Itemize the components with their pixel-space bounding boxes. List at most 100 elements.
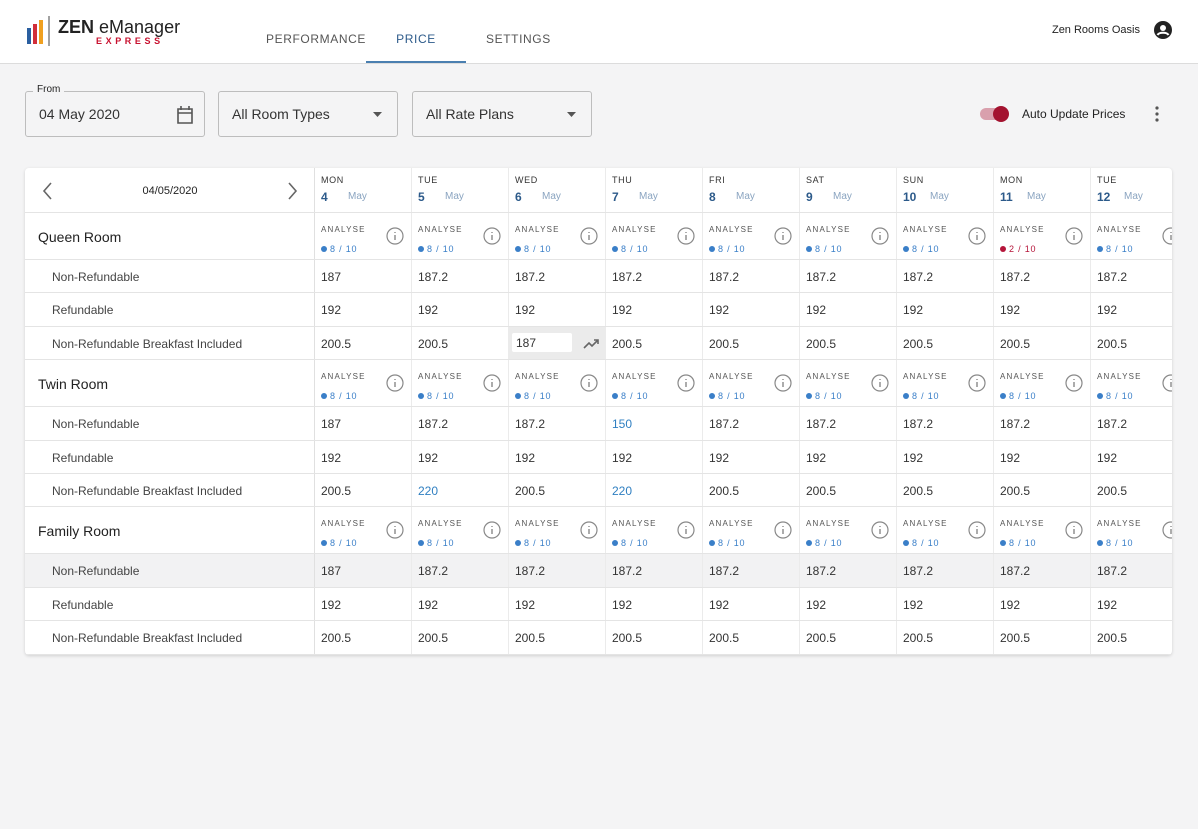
info-icon[interactable]: [677, 227, 695, 245]
price-cell[interactable]: 187.2: [412, 260, 509, 293]
price-cell[interactable]: 200.5: [315, 326, 412, 360]
info-icon[interactable]: [1065, 521, 1083, 539]
price-cell[interactable]: 192: [703, 587, 800, 621]
analyse-cell[interactable]: ANALYSE 8 / 10: [606, 360, 703, 407]
info-icon[interactable]: [968, 521, 986, 539]
price-cell[interactable]: 192: [994, 293, 1091, 326]
info-icon[interactable]: [774, 227, 792, 245]
price-cell[interactable]: 187.2: [800, 407, 897, 440]
price-cell[interactable]: 200.5: [994, 473, 1091, 507]
price-cell[interactable]: 192: [1091, 293, 1172, 325]
trend-icon[interactable]: [583, 338, 601, 350]
toggle[interactable]: [978, 104, 1012, 124]
info-icon[interactable]: [483, 374, 501, 392]
price-cell[interactable]: 150: [606, 407, 703, 440]
next-arrow[interactable]: [286, 182, 298, 200]
info-icon[interactable]: [580, 227, 598, 245]
price-cell[interactable]: 200.5: [703, 326, 800, 360]
price-cell[interactable]: 187.2: [606, 554, 703, 587]
price-cell[interactable]: 200.5: [315, 473, 412, 507]
price-cell[interactable]: 192: [1091, 588, 1172, 620]
analyse-cell[interactable]: ANALYSE 8 / 10: [800, 507, 897, 554]
analyse-cell[interactable]: ANALYSE 8 / 10: [897, 507, 994, 554]
info-icon[interactable]: [871, 227, 889, 245]
price-cell[interactable]: 200.5: [800, 621, 897, 654]
price-cell[interactable]: 187.2: [994, 407, 1091, 440]
price-cell[interactable]: 192: [703, 293, 800, 326]
price-cell[interactable]: 192: [994, 587, 1091, 621]
price-cell[interactable]: 187.2: [800, 260, 897, 293]
price-cell[interactable]: 192: [412, 440, 509, 473]
analyse-cell[interactable]: ANALYSE 8 / 10: [994, 360, 1091, 407]
price-cell[interactable]: 187.2: [897, 407, 994, 440]
info-icon[interactable]: [968, 227, 986, 245]
info-icon[interactable]: [774, 374, 792, 392]
price-cell[interactable]: 192: [1091, 441, 1172, 473]
price-cell[interactable]: 187.2: [994, 554, 1091, 587]
analyse-cell[interactable]: ANALYSE 8 / 10: [509, 507, 606, 554]
info-icon[interactable]: [774, 521, 792, 539]
more-menu[interactable]: [1154, 106, 1160, 122]
price-cell[interactable]: 220: [606, 473, 703, 507]
price-input[interactable]: 187: [512, 332, 572, 352]
price-cell[interactable]: 187.2: [509, 554, 606, 587]
price-cell[interactable]: 187.2: [703, 407, 800, 440]
price-cell[interactable]: 187.2: [703, 554, 800, 587]
price-cell[interactable]: 187.2: [1091, 554, 1172, 586]
price-cell[interactable]: 192: [509, 293, 606, 326]
info-icon[interactable]: [1162, 374, 1172, 392]
analyse-cell[interactable]: ANALYSE 8 / 10: [315, 360, 412, 407]
price-cell[interactable]: 187: [315, 407, 412, 440]
price-cell[interactable]: 187: [315, 260, 412, 293]
analyse-cell[interactable]: ANALYSE 8 / 10: [994, 507, 1091, 554]
analyse-cell[interactable]: ANALYSE 8 / 10: [703, 360, 800, 407]
analyse-cell[interactable]: ANALYSE 8 / 10: [703, 213, 800, 259]
price-cell[interactable]: 187.2: [994, 260, 1091, 293]
price-cell[interactable]: 192: [509, 440, 606, 473]
price-cell[interactable]: 220: [412, 473, 509, 507]
price-cell[interactable]: 192: [315, 587, 412, 621]
price-cell[interactable]: 200.5: [412, 621, 509, 654]
price-cell[interactable]: 200.5: [315, 621, 412, 654]
price-cell[interactable]: 192: [315, 293, 412, 326]
info-icon[interactable]: [968, 374, 986, 392]
analyse-cell[interactable]: ANALYSE 8 / 10: [1091, 507, 1172, 553]
price-cell[interactable]: 187: [315, 554, 412, 587]
price-cell[interactable]: 200.5: [703, 473, 800, 507]
price-cell[interactable]: 192: [994, 440, 1091, 473]
price-cell[interactable]: 187.2: [412, 554, 509, 587]
price-cell[interactable]: 192: [509, 587, 606, 621]
price-cell[interactable]: 187.2: [897, 260, 994, 293]
analyse-cell[interactable]: ANALYSE 8 / 10: [509, 213, 606, 259]
info-icon[interactable]: [386, 227, 404, 245]
price-cell[interactable]: 187: [509, 326, 606, 360]
price-cell[interactable]: 200.5: [994, 326, 1091, 360]
price-cell[interactable]: 187.2: [509, 407, 606, 440]
info-icon[interactable]: [871, 521, 889, 539]
analyse-cell[interactable]: ANALYSE 8 / 10: [897, 360, 994, 407]
price-cell[interactable]: 192: [800, 440, 897, 473]
price-cell[interactable]: 200.5: [1091, 621, 1172, 653]
price-cell[interactable]: 192: [703, 440, 800, 473]
price-cell[interactable]: 187.2: [509, 260, 606, 293]
info-icon[interactable]: [1162, 227, 1172, 245]
analyse-cell[interactable]: ANALYSE 8 / 10: [800, 360, 897, 407]
info-icon[interactable]: [580, 521, 598, 539]
info-icon[interactable]: [871, 374, 889, 392]
price-cell[interactable]: 192: [897, 293, 994, 326]
price-cell[interactable]: 187.2: [606, 260, 703, 293]
rate-plan-select[interactable]: All Rate Plans: [412, 91, 592, 137]
price-cell[interactable]: 192: [606, 440, 703, 473]
price-cell[interactable]: 200.5: [606, 326, 703, 360]
analyse-cell[interactable]: ANALYSE 8 / 10: [1091, 213, 1172, 259]
price-cell[interactable]: 200.5: [509, 473, 606, 507]
price-cell[interactable]: 200.5: [606, 621, 703, 654]
price-cell[interactable]: 187.2: [412, 407, 509, 440]
price-cell[interactable]: 200.5: [897, 473, 994, 507]
analyse-cell[interactable]: ANALYSE 8 / 10: [412, 213, 509, 259]
price-cell[interactable]: 187.2: [703, 260, 800, 293]
date-field[interactable]: 04 May 2020: [25, 91, 205, 137]
price-cell[interactable]: 192: [897, 440, 994, 473]
info-icon[interactable]: [483, 521, 501, 539]
analyse-cell[interactable]: ANALYSE 8 / 10: [800, 213, 897, 259]
